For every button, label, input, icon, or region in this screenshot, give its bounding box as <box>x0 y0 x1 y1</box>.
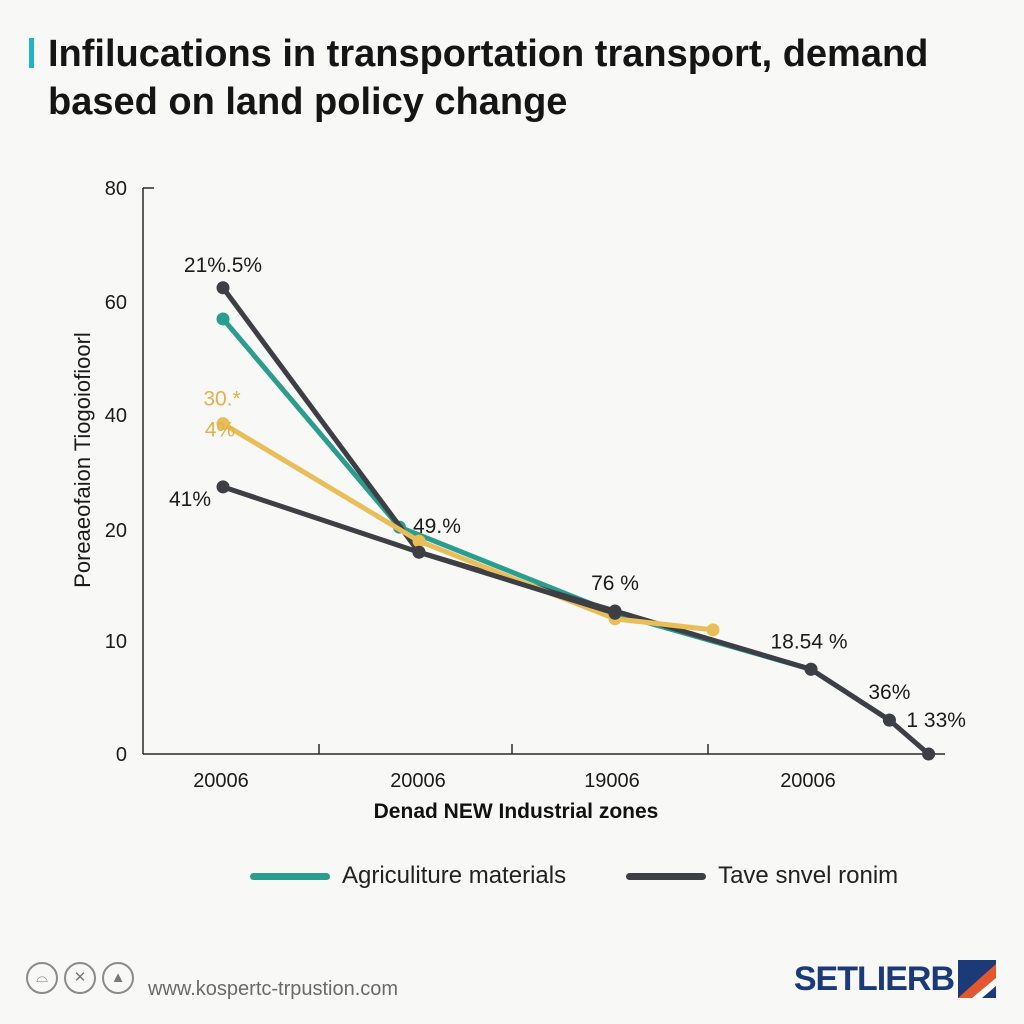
data-label: 36% <box>868 681 910 704</box>
data-label: 21%.5% <box>184 254 262 277</box>
tools-icon: ✕ <box>64 962 96 994</box>
data-point <box>804 662 818 676</box>
footer-icons: ⌓ ✕ ▲ <box>26 962 134 994</box>
data-label: 4% <box>205 419 235 442</box>
data-point <box>412 534 426 548</box>
data-point <box>216 281 230 295</box>
chart-title: Infilucations in transportation transpor… <box>48 30 998 126</box>
y-tick-label: 10 <box>105 631 127 653</box>
chart-title-line-2: based on land policy change <box>48 81 568 123</box>
data-point <box>412 545 426 559</box>
footer-url[interactable]: www.kospertc-trpustion.com <box>148 978 399 1000</box>
brand-flag-icon <box>958 960 996 998</box>
title-accent-bar <box>29 38 34 68</box>
data-point <box>216 312 230 326</box>
chart-title-line-1: Infilucations in transportation transpor… <box>48 33 929 75</box>
y-tick-label: 40 <box>105 405 127 427</box>
series-line <box>220 285 932 757</box>
legend-swatch-dark <box>626 872 707 880</box>
brand-logo-text: SETLIERB <box>793 960 955 998</box>
data-point <box>216 417 230 431</box>
chart-data-labels: 21%.5% 30.* 4% 41% 49.% 76 % 18.54 % 36% 1 33% <box>169 254 966 732</box>
glasses-icon: ⌓ <box>26 962 58 994</box>
legend-item-agriculture: Agriculiture materials <box>250 862 566 890</box>
data-point <box>216 480 230 494</box>
x-tick-label: 19006 <box>584 770 640 792</box>
series-line <box>220 421 716 633</box>
legend-label: Tave snvel ronim <box>718 862 899 889</box>
y-tick-label: 20 <box>105 520 127 542</box>
data-label: 49.% <box>413 515 461 538</box>
y-axis-label: Poreaeofaion Tiogoiofioorl <box>70 332 95 588</box>
x-axis-label: Denad NEW Industrial zones <box>374 800 659 823</box>
data-point <box>608 606 622 620</box>
play-icon: ▲ <box>102 962 134 994</box>
y-tick-label: 80 <box>105 178 127 200</box>
data-label: 41% <box>169 488 211 511</box>
x-tick-label: 20006 <box>193 770 249 792</box>
data-label: 30.* <box>203 388 240 411</box>
chart-series <box>216 281 936 761</box>
data-point <box>882 713 896 727</box>
legend-item-tave: Tave snvel ronim <box>626 862 898 890</box>
x-tick-label: 20006 <box>780 770 836 792</box>
legend-swatch-teal <box>250 872 330 880</box>
data-point <box>922 747 936 761</box>
chart-axes: 80 60 40 20 10 0 20006 20006 19006 20006 Denad NEW… <box>70 178 945 823</box>
y-tick-label: 60 <box>105 292 127 314</box>
y-tick-label: 0 <box>116 744 127 766</box>
legend-label: Agriculiture materials <box>342 862 567 889</box>
data-label: 76 % <box>591 572 639 595</box>
chart-legend: Agriculiture materials Tave snvel ronim <box>250 862 898 890</box>
data-point <box>706 623 720 637</box>
data-label: 18.54 % <box>770 630 847 653</box>
data-label: 1 33% <box>906 709 966 732</box>
x-tick-label: 20006 <box>390 770 446 792</box>
